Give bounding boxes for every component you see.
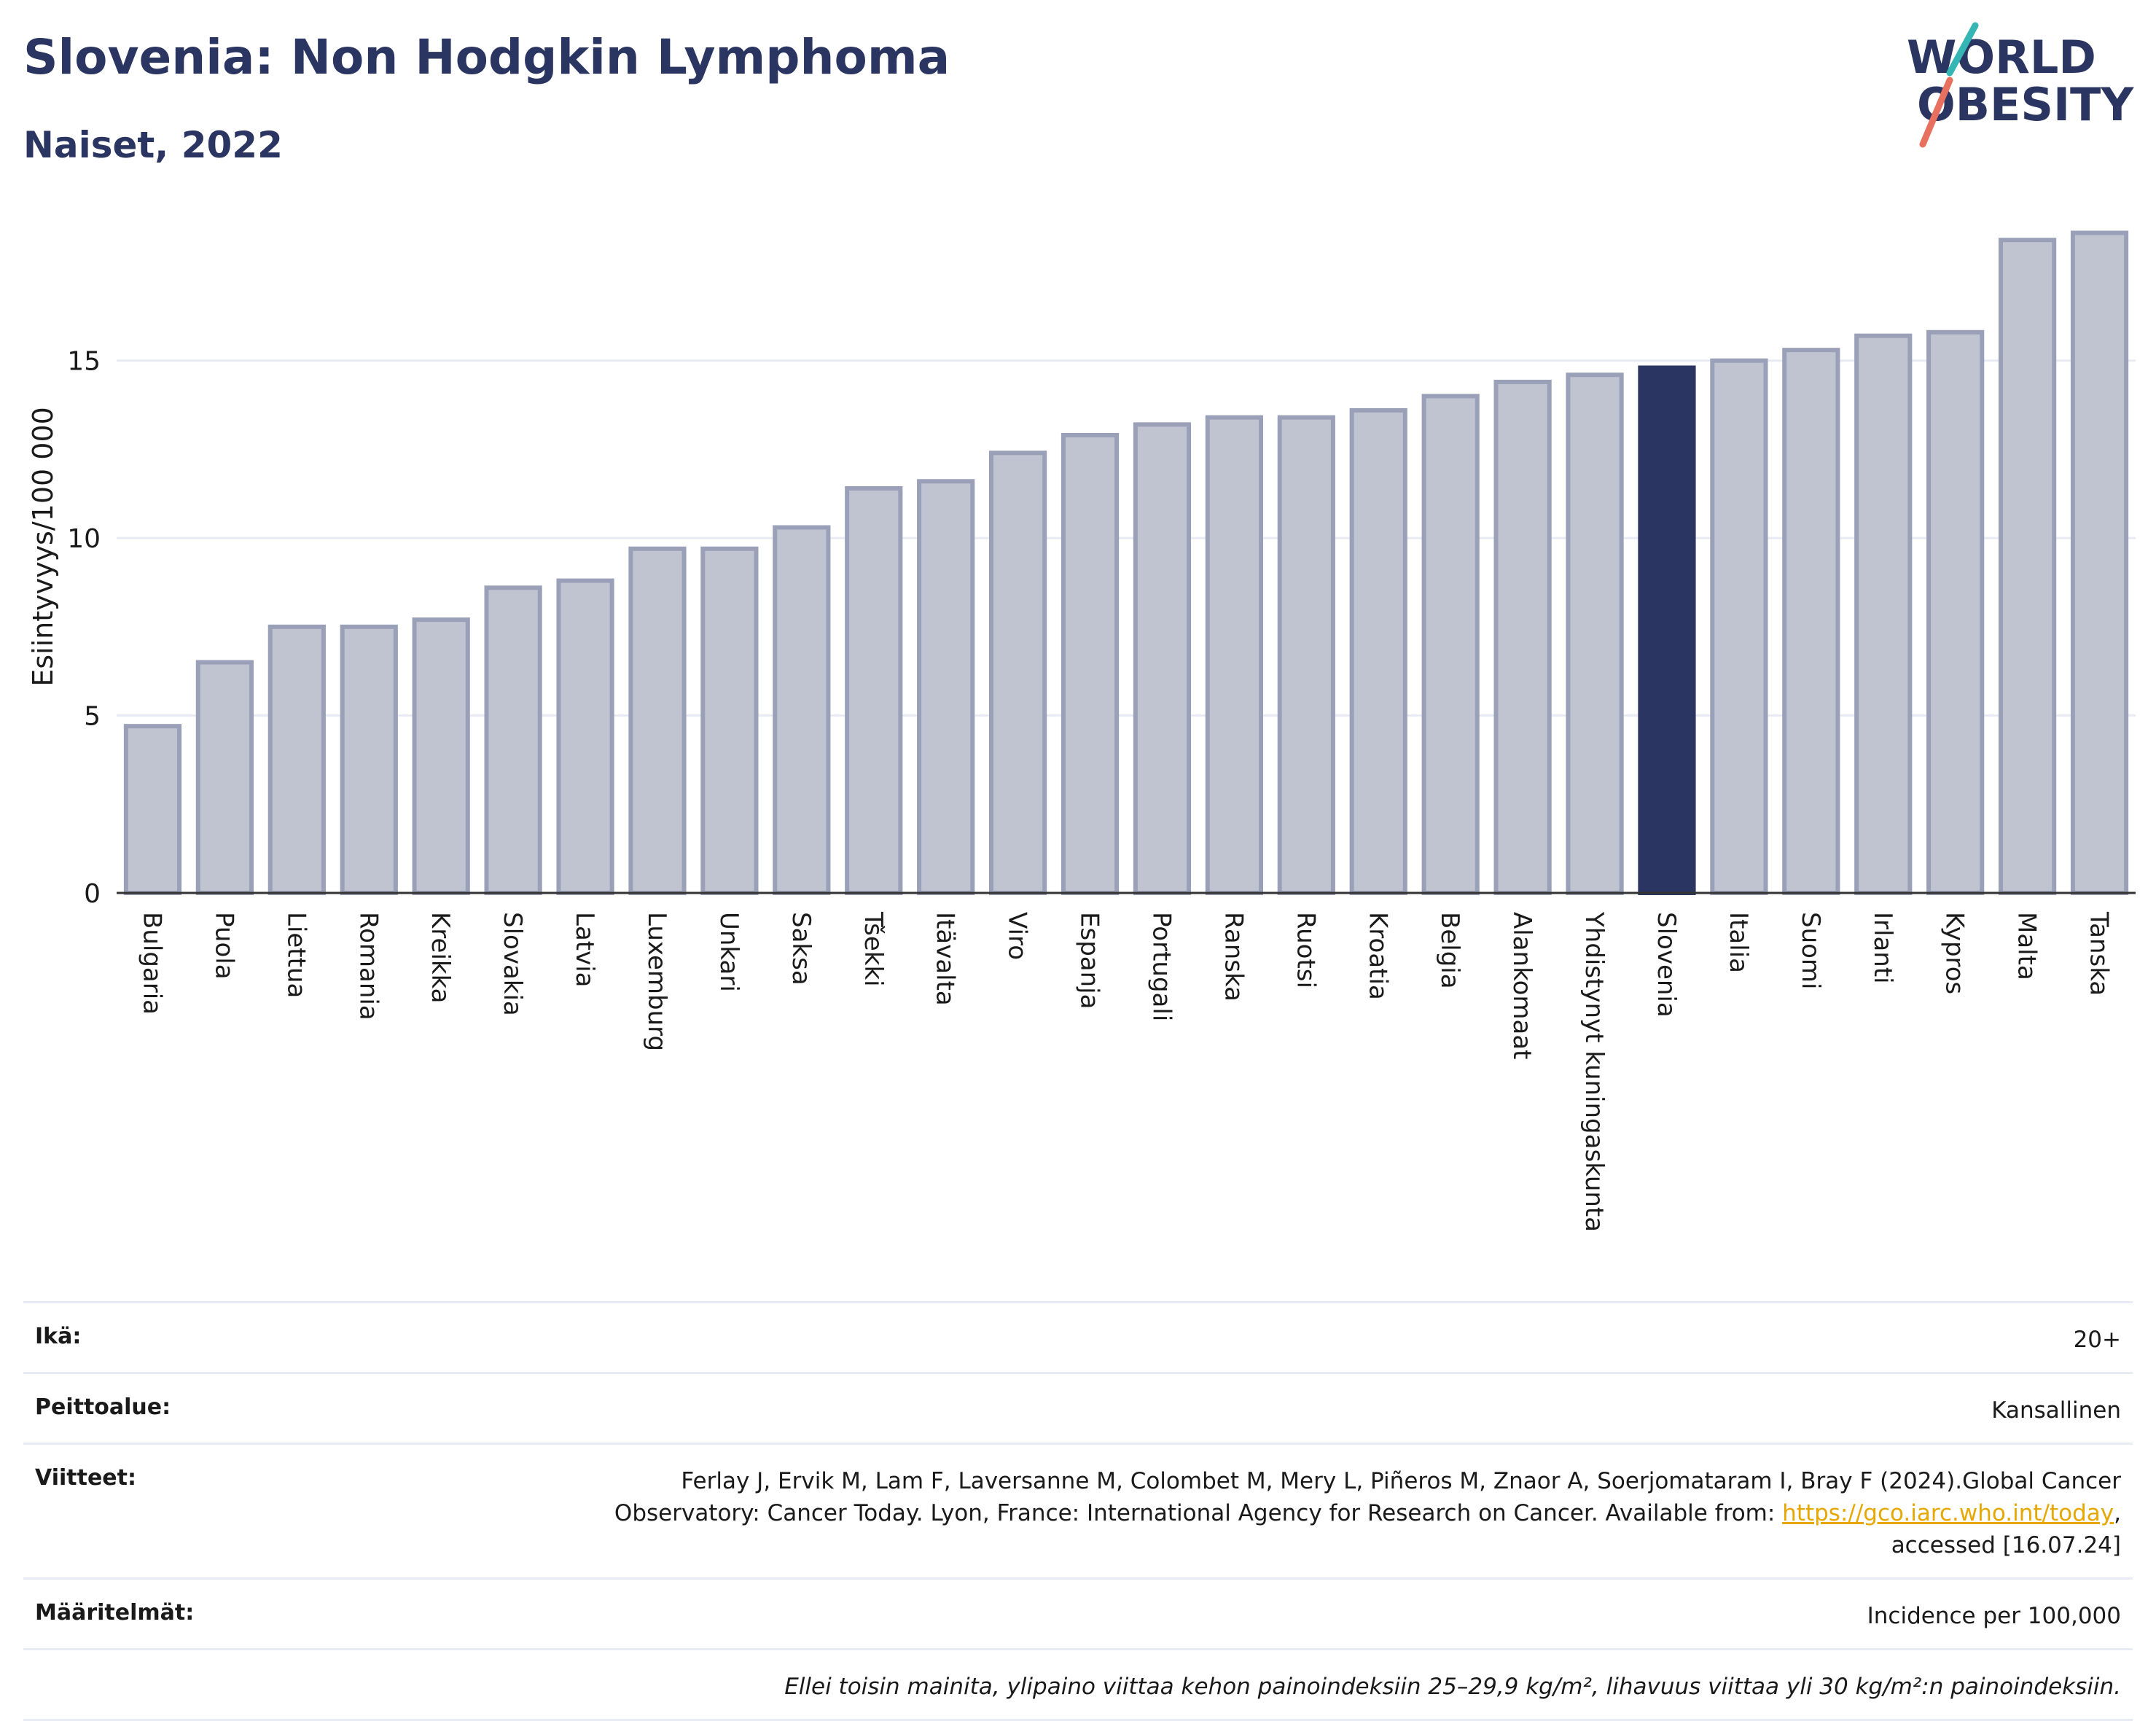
bar-belgia	[1421, 394, 1480, 895]
x-tick-label: Viro	[1003, 912, 1032, 960]
x-tick-label: Tanska	[2085, 911, 2114, 996]
bar-kypros	[1926, 329, 1985, 895]
meta-row-references: Viitteet: Ferlay J, Ervik M, Lam F, Lave…	[23, 1443, 2133, 1577]
x-tick-label: Suomi	[1796, 912, 1825, 990]
meta-refs-line1: Ferlay J, Ervik M, Lam F, Laversanne M, …	[681, 1468, 2121, 1494]
bar-saksa	[773, 525, 831, 895]
meta-refs-line3: accessed [16.07.24]	[1891, 1532, 2121, 1558]
bar-tšekki	[845, 486, 903, 895]
meta-refs-line2: Observatory: Cancer Today. Lyon, France:…	[614, 1500, 1783, 1526]
x-tick-label: Bulgaria	[137, 912, 166, 1015]
bar-ranska	[1205, 415, 1263, 895]
x-tick-label: Belgia	[1435, 912, 1464, 989]
meta-row-definitions: Määritelmät: Incidence per 100,000	[23, 1577, 2133, 1648]
bar-liettua	[267, 624, 326, 895]
bar-chart: 0 5 10 15 Bulgaria Puola Liettua Romania Kreikka…	[27, 230, 2136, 1232]
page-subtitle: Naiset, 2022	[23, 124, 283, 166]
x-tick-label: Italia	[1724, 912, 1753, 973]
bar-ruotsi	[1277, 415, 1335, 895]
bar-kreikka	[412, 617, 470, 895]
x-tick-label: Yhdistynyt kuningaskunta	[1579, 911, 1609, 1232]
meta-definitions-label: Määritelmät:	[35, 1600, 195, 1626]
x-tick-label: Ruotsi	[1291, 912, 1320, 988]
bar-puola	[195, 660, 254, 895]
y-axis-label: Esiintyvyys/100 000	[27, 407, 59, 687]
x-tick-label: Kypros	[1940, 912, 1969, 994]
bar-romania	[340, 624, 398, 895]
meta-age-label: Ikä:	[35, 1324, 82, 1349]
x-tick-label: Saksa	[786, 912, 816, 986]
meta-age-value: 20+	[2073, 1327, 2121, 1353]
bar-malta	[1999, 238, 2057, 896]
meta-definitions-value: Incidence per 100,000	[1867, 1603, 2121, 1629]
x-tick-label: Slovenia	[1652, 912, 1681, 1018]
meta-note: Ellei toisin mainita, ylipaino viittaa k…	[784, 1674, 2121, 1700]
x-tick-label: Kreikka	[426, 912, 455, 1004]
meta-coverage-value: Kansallinen	[1991, 1397, 2121, 1424]
meta-row-coverage: Peittoalue: Kansallinen	[23, 1372, 2133, 1443]
bar-tanska	[2070, 230, 2129, 895]
bar-bulgaria	[123, 724, 182, 895]
x-tick-label: Kroatia	[1363, 912, 1392, 1000]
bar-yhdistynyt-kuningaskunta	[1566, 372, 1624, 895]
bar-espanja	[1061, 432, 1120, 895]
meta-coverage-label: Peittoalue:	[35, 1394, 171, 1420]
bar-italia	[1710, 358, 1768, 896]
bar-slovenia	[1638, 365, 1696, 895]
x-tick-label: Espanja	[1075, 912, 1104, 1009]
bar-alankomaat	[1493, 379, 1552, 895]
bars	[123, 230, 2129, 896]
tick-labels: 0 5 10 15 Bulgaria Puola Liettua Romania Kreikka…	[67, 347, 2113, 1232]
x-tick-label: Unkari	[714, 912, 743, 992]
x-tick-label: Ranska	[1219, 912, 1248, 1002]
x-tick-label: Luxemburg	[642, 912, 671, 1051]
bar-portugali	[1133, 422, 1192, 895]
bar-kroatia	[1349, 407, 1407, 895]
metadata-table: Ikä: 20+ Peittoalue: Kansallinen Viittee…	[23, 1301, 2133, 1721]
x-tick-label: Puola	[209, 912, 238, 980]
x-tick-label: Malta	[2012, 912, 2042, 980]
x-tick-label: Slovakia	[498, 912, 527, 1016]
bar-latvia	[556, 578, 614, 895]
meta-row-note: Ellei toisin mainita, ylipaino viittaa k…	[23, 1648, 2133, 1721]
x-tick-label: Latvia	[570, 912, 599, 988]
x-tick-label: Tšekki	[859, 911, 888, 987]
x-tick-label: Liettua	[281, 912, 310, 998]
y-tick-label: 15	[67, 347, 101, 377]
bar-suomi	[1782, 348, 1840, 895]
x-tick-label: Romania	[354, 912, 383, 1020]
x-tick-label: Alankomaat	[1507, 912, 1536, 1060]
meta-refs-label: Viitteet:	[35, 1465, 136, 1491]
bar-slovakia	[484, 585, 542, 895]
meta-refs-line2-end: ,	[2114, 1500, 2121, 1526]
y-tick-label: 10	[67, 524, 101, 554]
x-tick-label: Portugali	[1147, 912, 1176, 1021]
bar-unkari	[700, 546, 759, 896]
logo-text-world: WORLD	[1907, 31, 2096, 84]
y-tick-label: 5	[84, 702, 101, 732]
x-tick-label: Itävalta	[931, 912, 960, 1006]
x-tick-label: Irlanti	[1868, 912, 1897, 984]
meta-refs-link[interactable]: https://gco.iarc.who.int/today	[1782, 1500, 2114, 1526]
bar-luxemburg	[628, 546, 687, 896]
bar-irlanti	[1854, 333, 1913, 895]
y-tick-label: 0	[84, 879, 101, 909]
meta-row-age: Ikä: 20+	[23, 1301, 2133, 1372]
logo-text-obesity: OBESITY	[1917, 78, 2134, 131]
bar-viro	[989, 450, 1047, 895]
world-obesity-logo: WORLD OBESITY	[1907, 22, 2134, 148]
meta-refs-value: Ferlay J, Ervik M, Lam F, Laversanne M, …	[614, 1465, 2121, 1561]
page-title: Slovenia: Non Hodgkin Lymphoma	[23, 29, 950, 85]
bar-itävalta	[917, 479, 975, 895]
